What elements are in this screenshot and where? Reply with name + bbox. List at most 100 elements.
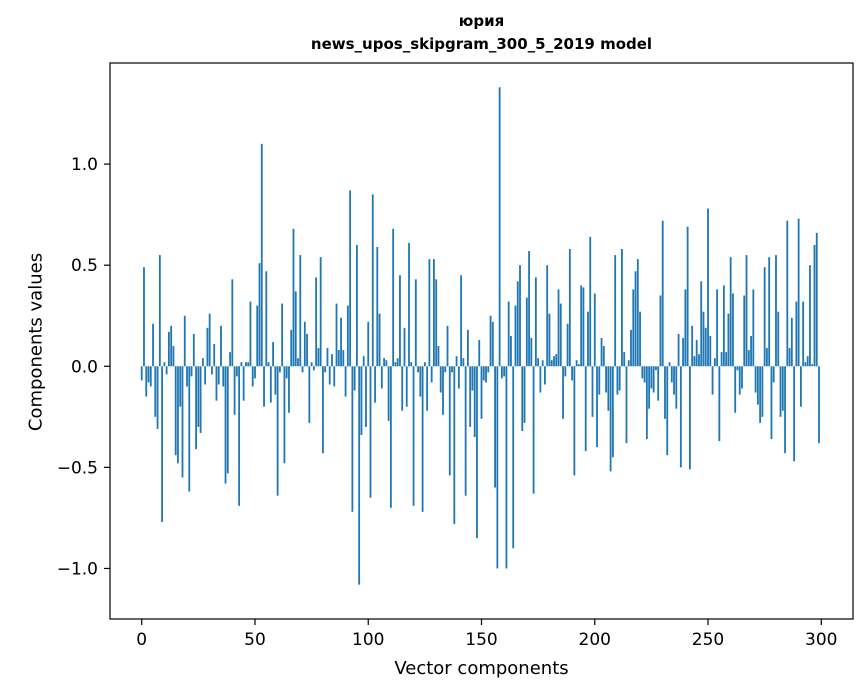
bar — [804, 362, 807, 367]
bar — [204, 366, 207, 385]
bar — [670, 366, 673, 383]
x-axis-ticks: 0 50 100 150 200 250 300 — [136, 619, 838, 650]
bar — [346, 305, 349, 367]
bar — [163, 362, 166, 367]
bar — [575, 360, 578, 367]
bar — [389, 366, 392, 508]
bar — [607, 366, 610, 411]
bar — [220, 325, 222, 367]
bar — [158, 255, 161, 367]
bar — [319, 257, 322, 367]
bar — [260, 143, 263, 367]
bar — [799, 366, 802, 407]
bar — [197, 366, 200, 427]
bar — [340, 317, 342, 367]
bar — [451, 366, 453, 373]
bar — [521, 366, 524, 431]
bar — [627, 360, 630, 367]
y-tick-label: −1.0 — [57, 559, 98, 579]
bar — [154, 366, 157, 417]
bar — [591, 366, 594, 417]
bar — [743, 295, 746, 367]
bar — [718, 366, 721, 442]
bar — [650, 366, 653, 389]
bar — [371, 194, 374, 367]
bar — [249, 301, 252, 367]
bar — [399, 275, 401, 367]
bar — [489, 315, 492, 367]
bar — [645, 366, 648, 440]
bar — [188, 366, 191, 492]
bar — [632, 289, 635, 367]
bar — [698, 354, 700, 367]
bar — [666, 366, 669, 456]
bar — [276, 366, 279, 496]
bar — [351, 366, 354, 512]
bar — [435, 279, 438, 367]
bar — [222, 366, 225, 387]
bar — [469, 366, 472, 427]
bar — [380, 366, 383, 389]
bar — [426, 366, 429, 411]
bar — [362, 356, 365, 367]
bar — [448, 366, 451, 476]
bar — [679, 366, 682, 468]
bar — [274, 366, 277, 395]
bar — [573, 366, 576, 476]
bar — [689, 366, 691, 470]
bar — [516, 281, 519, 367]
bar — [485, 366, 487, 383]
bar — [256, 305, 259, 367]
bar — [487, 366, 490, 373]
bar — [761, 366, 764, 417]
bar — [775, 255, 777, 367]
y-tick-label: 1.0 — [71, 155, 98, 175]
bar — [539, 366, 542, 393]
bar — [161, 366, 163, 522]
bar — [777, 311, 780, 367]
bar — [444, 366, 447, 373]
bar — [491, 321, 494, 367]
bar — [299, 255, 302, 367]
bar — [505, 366, 508, 569]
bar — [419, 366, 422, 397]
bar — [335, 303, 338, 367]
bar — [310, 362, 313, 367]
bar — [269, 366, 272, 403]
bar — [616, 366, 619, 395]
bar — [732, 293, 734, 367]
bar — [759, 366, 762, 423]
bar — [417, 366, 419, 373]
chart-subtitle: news_upos_skipgram_300_5_2019 model — [310, 35, 653, 53]
bar — [700, 281, 703, 367]
bar — [349, 190, 352, 367]
bar — [584, 366, 587, 452]
bar — [215, 366, 218, 401]
bar — [201, 358, 204, 367]
bar — [301, 366, 304, 373]
bar — [510, 335, 512, 367]
bar — [369, 366, 372, 498]
bar — [473, 366, 476, 438]
bar — [423, 362, 426, 367]
bar — [149, 366, 152, 387]
bar — [795, 301, 798, 367]
bar — [677, 333, 680, 367]
bar — [763, 267, 766, 367]
bar — [156, 366, 159, 429]
bar — [523, 366, 526, 423]
bar — [734, 366, 737, 413]
bar — [661, 220, 664, 367]
bar — [344, 366, 347, 397]
bar — [462, 358, 465, 367]
bar — [621, 249, 623, 367]
bar — [614, 255, 617, 367]
bar — [272, 342, 274, 367]
bar — [199, 366, 202, 433]
y-tick-label: 0.0 — [71, 357, 98, 377]
bar — [167, 331, 170, 367]
bar — [652, 366, 655, 393]
bar — [534, 277, 537, 367]
bar — [596, 366, 598, 448]
